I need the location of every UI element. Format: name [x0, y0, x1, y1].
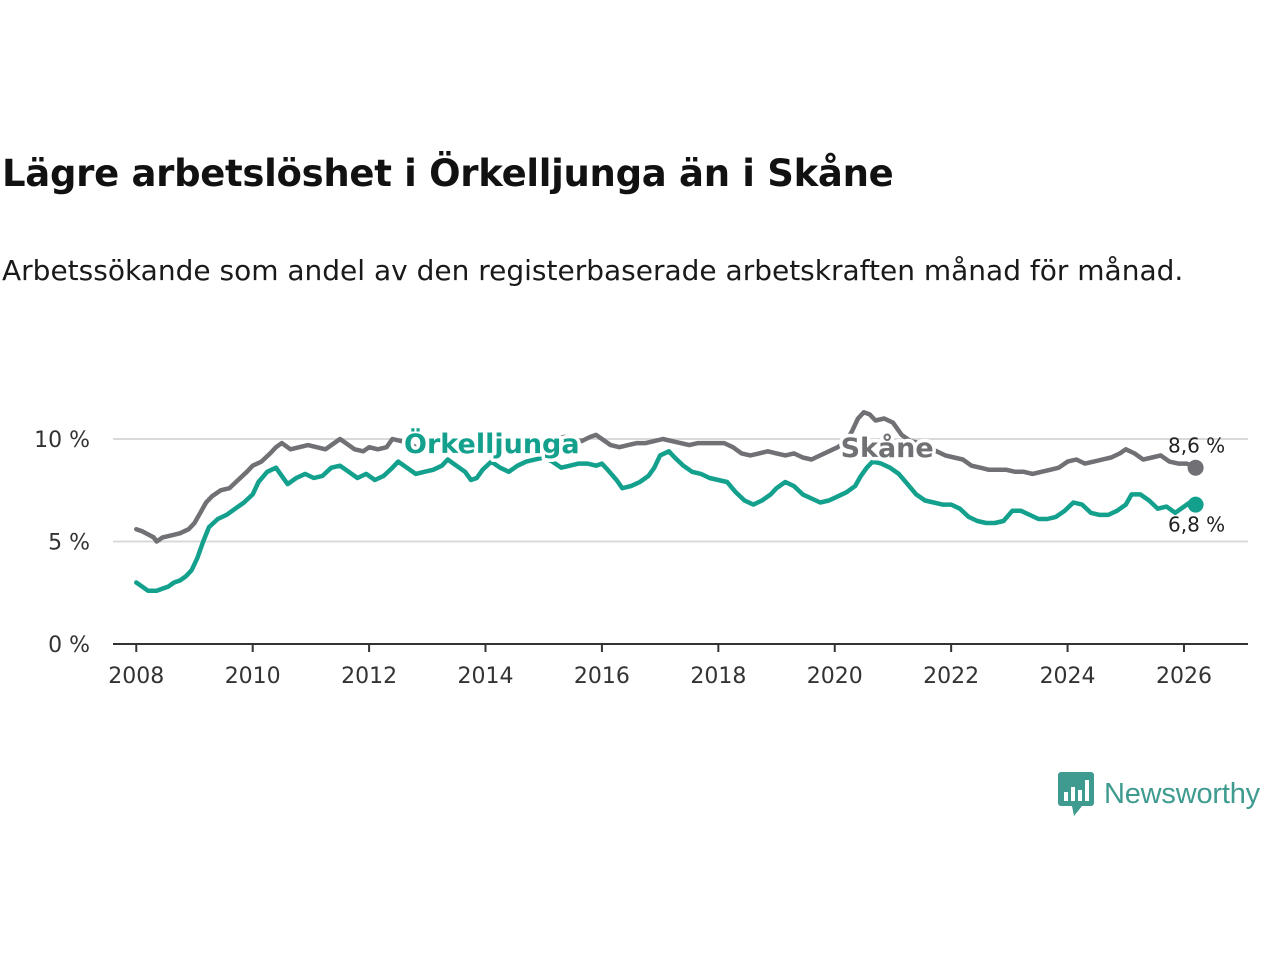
x-tick-label: 2026: [1156, 664, 1212, 689]
x-tick-label: 2010: [225, 664, 281, 689]
x-tick-label: 2008: [108, 664, 164, 689]
end-value-label-orkelljunga: 6,8 %: [1168, 513, 1225, 537]
x-tick-label: 2018: [690, 664, 746, 689]
y-tick-label: 10 %: [34, 428, 90, 453]
series-line-skane: [134, 410, 1198, 544]
chart-title: Lägre arbetslöshet i Örkelljunga än i Sk…: [2, 152, 894, 195]
end-marker-skane: [1187, 459, 1204, 476]
x-tick-label: 2016: [574, 664, 630, 689]
bar-chart-bubble-icon: [1058, 772, 1094, 816]
line-chart: 0 % 5 % 10 % 2008 2010 2012 2014 2016 2018 2020 20…: [34, 410, 1248, 689]
end-marker-orkelljunga: [1187, 496, 1204, 513]
newsworthy-logo[interactable]: Newsworthy: [1058, 772, 1260, 816]
series-line-orkelljunga: [134, 449, 1198, 593]
gridlines: [113, 438, 1248, 543]
x-tick-label: 2012: [341, 664, 397, 689]
series-lines: [134, 410, 1204, 593]
y-tick-label: 0 %: [48, 633, 90, 658]
series-label-orkelljunga: Örkelljunga: [404, 427, 580, 460]
series-labels: 8,6 % 6,8 % Skåne Örkelljunga: [401, 424, 1226, 537]
x-tick-label: 2020: [807, 664, 863, 689]
x-tick-label: 2014: [458, 664, 514, 689]
x-tick-label: 2022: [923, 664, 979, 689]
x-tick-label: 2024: [1040, 664, 1096, 689]
logo-text: Newsworthy: [1104, 777, 1260, 810]
chart-subtitle: Arbetssökande som andel av den registerb…: [2, 254, 1184, 287]
end-value-label-skane: 8,6 %: [1168, 434, 1225, 458]
axes: 0 % 5 % 10 % 2008 2010 2012 2014 2016 2018 2020 20…: [34, 428, 1248, 689]
series-label-skane: Skåne: [841, 432, 934, 464]
y-tick-label: 5 %: [48, 531, 90, 556]
